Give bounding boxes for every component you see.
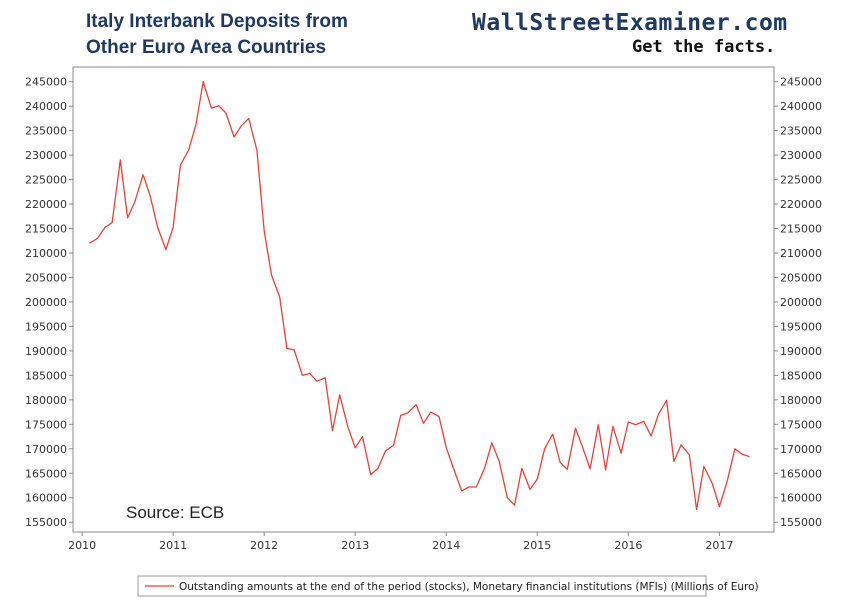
x-tick-label: 2010 bbox=[68, 539, 96, 552]
y-tick-label-left: 235000 bbox=[25, 125, 67, 138]
y-tick-label-right: 175000 bbox=[780, 418, 822, 431]
y-tick-label-left: 180000 bbox=[25, 394, 67, 407]
plot-area-frame bbox=[72, 66, 775, 533]
y-tick-label-right: 210000 bbox=[780, 247, 822, 260]
brand-logo-text: WallStreetExaminer.com bbox=[472, 10, 788, 36]
y-tick-label-right: 180000 bbox=[780, 394, 822, 407]
x-tick-label: 2014 bbox=[432, 539, 460, 552]
y-tick-label-left: 160000 bbox=[25, 492, 67, 505]
chart-title-line-2: Other Euro Area Countries bbox=[86, 37, 327, 58]
series-line bbox=[89, 81, 750, 511]
y-tick-label-right: 230000 bbox=[780, 149, 822, 162]
y-tick-label-right: 240000 bbox=[780, 100, 822, 113]
y-tick-label-left: 205000 bbox=[25, 271, 67, 284]
x-tick-label: 2015 bbox=[523, 539, 551, 552]
y-tick-label-right: 165000 bbox=[780, 467, 822, 480]
y-tick-label-left: 200000 bbox=[25, 296, 67, 309]
y-tick-label-left: 220000 bbox=[25, 198, 67, 211]
y-tick-label-left: 190000 bbox=[25, 345, 67, 358]
y-tick-label-left: 215000 bbox=[25, 223, 67, 236]
y-tick-label-left: 225000 bbox=[25, 174, 67, 187]
x-tick-label: 2011 bbox=[159, 539, 187, 552]
source-annotation: Source: ECB bbox=[126, 503, 224, 522]
y-tick-label-right: 160000 bbox=[780, 492, 822, 505]
y-tick-label-left: 170000 bbox=[25, 443, 67, 456]
x-tick-label: 2012 bbox=[250, 539, 278, 552]
y-tick-label-left: 230000 bbox=[25, 149, 67, 162]
legend-box bbox=[137, 575, 707, 597]
y-tick-label-right: 245000 bbox=[780, 76, 822, 89]
y-tick-label-left: 245000 bbox=[25, 76, 67, 89]
y-tick-label-left: 240000 bbox=[25, 100, 67, 113]
y-tick-label-right: 225000 bbox=[780, 174, 822, 187]
y-tick-label-right: 215000 bbox=[780, 223, 822, 236]
y-tick-label-right: 155000 bbox=[780, 516, 822, 529]
series-layer bbox=[89, 81, 750, 511]
x-tick-label: 2016 bbox=[614, 539, 642, 552]
x-tick-label: 2013 bbox=[341, 539, 369, 552]
y-tick-label-left: 175000 bbox=[25, 418, 67, 431]
y-tick-label-right: 220000 bbox=[780, 198, 822, 211]
y-tick-label-right: 205000 bbox=[780, 271, 822, 284]
legend-label: Outstanding amounts at the end of the pe… bbox=[179, 581, 759, 593]
y-tick-label-right: 170000 bbox=[780, 443, 822, 456]
y-tick-label-right: 185000 bbox=[780, 369, 822, 382]
y-tick-label-left: 155000 bbox=[25, 516, 67, 529]
y-tick-label-right: 200000 bbox=[780, 296, 822, 309]
y-tick-label-right: 190000 bbox=[780, 345, 822, 358]
y-tick-label-left: 195000 bbox=[25, 320, 67, 333]
y-tick-label-left: 165000 bbox=[25, 467, 67, 480]
brand-tagline: Get the facts. bbox=[632, 37, 776, 57]
chart-axes: 155000 155000 160000 160000 165000 165000 1700… bbox=[25, 66, 822, 552]
chart-legend: Outstanding amounts at the end of the pe… bbox=[137, 575, 759, 597]
y-tick-label-right: 195000 bbox=[780, 320, 822, 333]
y-tick-label-left: 185000 bbox=[25, 369, 67, 382]
y-tick-label-left: 210000 bbox=[25, 247, 67, 260]
y-tick-label-right: 235000 bbox=[780, 125, 822, 138]
chart-title-line-1: Italy Interbank Deposits from bbox=[86, 11, 348, 32]
chart-title: Italy Interbank Deposits from Other Euro… bbox=[86, 9, 348, 61]
x-tick-label: 2017 bbox=[705, 539, 733, 552]
